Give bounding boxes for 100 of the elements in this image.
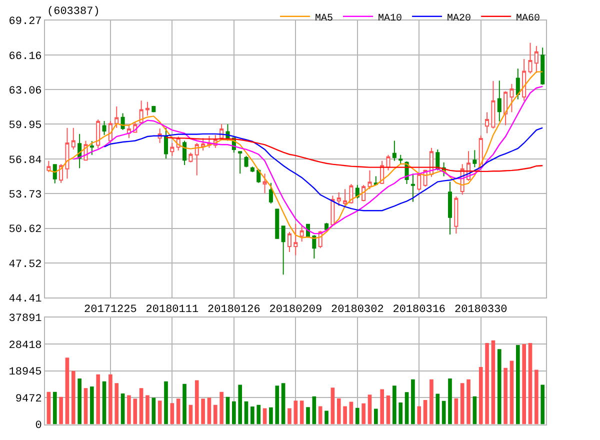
candlestick [374, 176, 378, 186]
candlestick [300, 224, 304, 242]
bar [213, 404, 218, 424]
bar [52, 392, 57, 424]
bar [127, 395, 131, 424]
bar [454, 398, 458, 424]
bar [324, 410, 328, 424]
bar [269, 407, 273, 424]
bar [294, 400, 298, 424]
candlestick [330, 195, 335, 226]
bar [522, 344, 526, 424]
bar [442, 400, 446, 424]
y-tick-label: 9472 [15, 393, 42, 406]
candlestick [368, 170, 372, 190]
candlestick [516, 68, 520, 100]
bar [194, 380, 199, 424]
bar [114, 383, 119, 424]
candlestick [448, 181, 452, 235]
candlestick [522, 58, 526, 102]
bar [411, 379, 415, 424]
bar [478, 366, 483, 424]
bar [510, 360, 514, 424]
bar [528, 342, 532, 424]
bar [374, 408, 378, 424]
bar [256, 404, 261, 424]
bar [164, 381, 168, 424]
bar [386, 395, 390, 424]
bar [336, 398, 341, 424]
bar [281, 383, 286, 424]
bar [262, 408, 267, 424]
bar [182, 384, 186, 424]
bar [504, 368, 508, 424]
candlestick [120, 112, 125, 131]
bar [368, 394, 372, 424]
candlestick [139, 100, 144, 124]
bar [133, 398, 138, 424]
bar [78, 378, 82, 424]
bar [46, 392, 51, 424]
bar [392, 386, 396, 424]
bar [288, 408, 292, 424]
legend-label: MA60 [516, 13, 540, 24]
candlestick [145, 101, 150, 116]
candlestick [59, 164, 64, 184]
y-tick-label: 47.52 [8, 258, 42, 271]
candlestick [504, 90, 508, 126]
bar [158, 400, 162, 424]
bar [65, 358, 70, 424]
candlestick [46, 160, 51, 173]
bar [540, 384, 545, 424]
bar [349, 402, 354, 424]
candlestick [336, 192, 341, 207]
bar [306, 407, 310, 424]
candlestick [250, 166, 254, 173]
bar [152, 398, 156, 424]
candlestick [65, 127, 70, 180]
candlestick [262, 173, 267, 194]
bar [436, 394, 440, 424]
y-tick-label: 69.27 [8, 16, 42, 28]
candlestick [540, 47, 545, 86]
bar [232, 401, 236, 424]
bar [96, 374, 100, 424]
candlestick [201, 138, 206, 151]
candlestick [287, 231, 292, 252]
candlestick [534, 46, 538, 74]
bar [343, 406, 347, 424]
bar [90, 386, 94, 424]
bar [448, 378, 452, 424]
bar [250, 406, 254, 424]
y-tick-label: 59.95 [8, 120, 42, 132]
candlestick [114, 106, 119, 128]
candlestick [398, 154, 403, 165]
candlestick [238, 151, 242, 174]
x-tick-label: 20180209 [269, 304, 322, 316]
line-series [72, 86, 544, 234]
bar [398, 402, 403, 424]
candlestick [510, 83, 514, 113]
candlestick [268, 182, 273, 204]
candlestick [294, 223, 298, 256]
candlestick [497, 80, 502, 122]
line-series [48, 71, 544, 239]
bar [491, 340, 496, 424]
bar [102, 381, 106, 424]
x-tick-label: 20180111 [146, 304, 199, 316]
bar [485, 342, 489, 424]
bar [466, 379, 470, 424]
candlestick [343, 188, 348, 208]
bar [312, 396, 316, 424]
y-tick-label: 53.73 [8, 189, 42, 202]
candlestick [102, 120, 106, 136]
candlestick [472, 150, 477, 168]
bar [417, 406, 422, 424]
bar [300, 400, 304, 424]
bar [430, 379, 434, 424]
bar [59, 396, 63, 424]
bar [534, 370, 538, 424]
bar [220, 392, 224, 424]
candlestick [349, 184, 354, 204]
bar [170, 403, 174, 424]
y-tick-label: 0 [35, 420, 42, 432]
candlestick [71, 127, 76, 150]
